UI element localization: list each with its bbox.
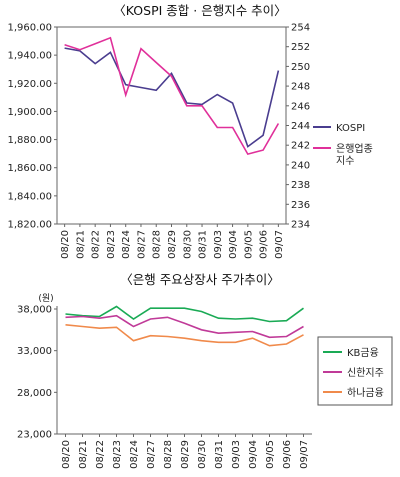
y2-tick-label: 246 xyxy=(291,101,310,112)
legend-label: 신한지주 xyxy=(347,367,384,379)
chart1-right-axis: 234 236 238 240 242 244 246 248 250 252 254 xyxy=(286,23,310,231)
y-tick-label: 1,880.00 xyxy=(7,135,52,146)
y-tick-label: 23,000 xyxy=(17,430,52,441)
legend-label: 지수 xyxy=(336,155,354,167)
legend-label: KB금융 xyxy=(347,347,379,359)
x-tick-label: 08/23 xyxy=(106,230,117,259)
chart1-title: 〈KOSPI 종합 · 은행지수 추이〉 xyxy=(113,3,286,18)
legend-label: KOSPI xyxy=(336,123,365,134)
y2-tick-label: 248 xyxy=(291,82,310,93)
y2-tick-label: 236 xyxy=(291,200,310,211)
x-tick-label: 09/05 xyxy=(265,440,276,469)
y-tick-label: 1,820.00 xyxy=(7,220,52,231)
series-line-bank-index xyxy=(64,36,280,156)
y2-tick-label: 252 xyxy=(291,42,310,53)
x-tick-label: 08/29 xyxy=(167,230,178,259)
y2-tick-label: 250 xyxy=(291,62,310,73)
x-tick-label: 08/28 xyxy=(163,440,174,469)
chart2-y-axis: 23,000 28,000 33,000 38,000 xyxy=(17,305,57,441)
chart2-series xyxy=(65,305,304,347)
chart2-title: 〈은행 주요상장사 주가추이〉 xyxy=(120,272,279,287)
x-tick-label: 08/30 xyxy=(197,440,208,469)
x-tick-label: 08/31 xyxy=(198,230,209,259)
y-tick-label: 1,900.00 xyxy=(7,107,52,118)
x-tick-label: 08/30 xyxy=(182,230,193,259)
legend-label: 은행업종 xyxy=(336,142,373,155)
x-tick-label: 08/27 xyxy=(136,230,147,259)
x-tick-label: 08/20 xyxy=(60,230,71,259)
chart1-series xyxy=(64,36,280,156)
x-tick-label: 09/03 xyxy=(231,440,242,469)
y-tick-label: 28,000 xyxy=(17,388,52,399)
chart1-left-axis: 1,820.00 1,840.00 1,860.00 1,880.00 1,900.00… xyxy=(7,23,57,231)
series-line-kb xyxy=(65,305,304,323)
x-tick-label: 08/21 xyxy=(78,440,89,469)
series-line-shinhan xyxy=(65,314,304,339)
y-tick-label: 1,940.00 xyxy=(7,51,52,62)
x-tick-label: 09/04 xyxy=(248,440,259,469)
x-tick-label: 08/27 xyxy=(146,440,157,469)
y2-tick-label: 240 xyxy=(291,160,310,171)
y-tick-label: 1,920.00 xyxy=(7,79,52,90)
y2-tick-label: 234 xyxy=(291,220,310,231)
x-tick-label: 09/07 xyxy=(299,440,310,469)
y-tick-label: 1,860.00 xyxy=(7,163,52,174)
x-tick-label: 08/22 xyxy=(91,230,102,259)
x-tick-label: 08/24 xyxy=(129,440,140,469)
y2-tick-label: 238 xyxy=(291,180,310,191)
chart1-plot-frame xyxy=(56,26,287,225)
x-tick-label: 08/23 xyxy=(112,440,123,469)
x-tick-label: 08/31 xyxy=(214,440,225,469)
x-tick-label: 09/06 xyxy=(282,440,293,469)
y2-tick-label: 254 xyxy=(291,23,310,34)
x-tick-label: 09/05 xyxy=(243,230,254,259)
x-tick-label: 09/03 xyxy=(213,230,224,259)
x-tick-label: 08/24 xyxy=(121,230,132,259)
x-tick-label: 09/04 xyxy=(228,230,239,259)
x-tick-label: 09/07 xyxy=(274,230,285,259)
bank-stock-price-chart: 〈은행 주요상장사 주가추이〉 (원) 23,000 28,000 33,000 38… xyxy=(17,272,393,469)
series-line-kospi xyxy=(64,47,280,148)
x-tick-label: 08/21 xyxy=(75,230,86,259)
y-tick-label: 38,000 xyxy=(17,305,52,316)
x-tick-label: 08/28 xyxy=(152,230,163,259)
series-line-hana xyxy=(65,324,304,347)
y2-tick-label: 244 xyxy=(291,121,310,132)
chart2-x-axis: 08/20 08/21 08/22 08/23 08/24 08/27 08/28 08/29… xyxy=(61,434,310,469)
x-tick-label: 09/06 xyxy=(259,230,270,259)
kospi-bank-index-chart: 〈KOSPI 종합 · 은행지수 추이〉 1,820.001,840.001,8… xyxy=(7,3,372,259)
y-tick-label: 1,960.00 xyxy=(7,23,52,34)
legend-label: 하나금융 xyxy=(347,386,384,399)
chart1-x-axis: 08/20 08/21 08/22 08/23 08/24 08/27 08/28 08/29… xyxy=(60,224,285,259)
x-tick-label: 08/20 xyxy=(61,440,72,469)
x-tick-label: 08/29 xyxy=(180,440,191,469)
chart2-y-unit: (원) xyxy=(38,293,53,304)
x-tick-label: 08/22 xyxy=(95,440,106,469)
y2-tick-label: 242 xyxy=(291,141,310,152)
y-tick-label: 1,840.00 xyxy=(7,191,52,202)
y-tick-label: 33,000 xyxy=(17,346,52,357)
